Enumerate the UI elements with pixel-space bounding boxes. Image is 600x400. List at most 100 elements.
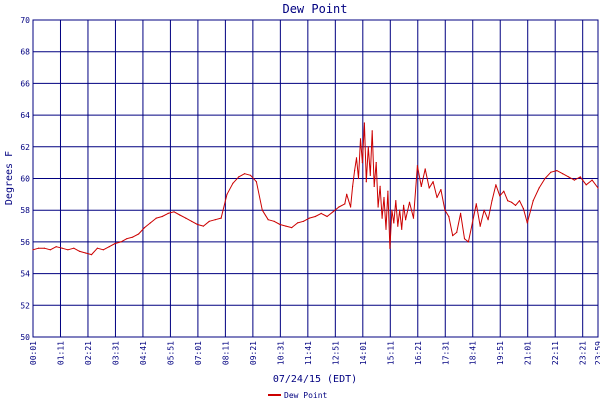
data-point [138,233,140,235]
x-tick-label: 07:01 [194,341,203,365]
data-point [440,189,442,191]
data-point [179,214,181,216]
data-point [479,225,481,227]
data-point [495,184,497,186]
data-point [297,222,299,224]
data-point [344,203,346,205]
data-point [371,130,373,132]
x-tick-label: 01:11 [56,341,65,365]
data-point [332,211,334,213]
data-point [403,204,405,206]
data-point [391,209,393,211]
data-point [383,196,385,199]
legend: Dew Point [268,391,328,400]
data-point [102,249,104,251]
data-point [273,220,275,222]
x-axis-label: 07/24/15 (EDT) [273,374,357,385]
data-point [126,238,128,240]
data-point [475,203,477,205]
x-tick-label: 16:21 [414,341,423,365]
data-point [143,227,146,229]
data-point [369,174,371,176]
data-point [214,219,216,221]
data-point [149,222,151,224]
data-point [196,223,199,226]
data-point [514,204,517,206]
data-point [526,222,528,224]
data-point [507,200,509,202]
x-tick-label: 19:51 [496,341,505,365]
plot-area [32,19,599,338]
data-point [375,162,377,164]
series-layer [32,122,599,256]
data-point [436,196,438,199]
y-tick-label: 70 [20,16,30,25]
data-point [261,209,263,211]
data-point [302,220,305,222]
data-point [467,241,469,243]
data-point [161,215,163,218]
data-point [279,223,281,226]
data-point [255,181,257,183]
y-tick-label: 50 [20,333,30,342]
data-point [573,179,576,181]
data-point [591,179,593,181]
data-point [483,209,485,211]
x-tick-label: 21:01 [524,341,533,365]
data-point [314,215,316,218]
data-point [389,247,391,249]
data-point [373,185,375,187]
legend-label: Dew Point [284,391,328,400]
x-tick-label: 05:51 [166,341,175,365]
data-point [238,176,240,178]
data-point [408,201,411,203]
data-point [518,200,521,202]
data-point [597,187,599,189]
data-point [285,225,287,227]
data-point [420,185,422,187]
data-point [405,219,407,221]
data-point [85,252,87,254]
data-point [167,212,169,214]
y-tick-label: 52 [20,301,30,310]
data-point [173,211,175,213]
data-point [503,190,505,192]
x-tick-label: 03:31 [111,341,120,365]
x-tick-label: 18:41 [469,341,478,365]
data-point [556,170,558,172]
x-axis: 00:01 01:11 02:21 03:31 04:41 05:51 07:01 08:11… [29,341,600,365]
chart-title: Dew Point [282,2,347,16]
data-point [43,247,46,249]
y-tick-label: 62 [20,143,30,152]
data-point [357,177,360,180]
x-tick-label: 10:31 [276,341,285,365]
data-point [428,187,430,189]
data-point [401,228,403,230]
data-point [49,249,51,251]
data-point [108,246,110,248]
x-tick-label: 04:41 [139,341,148,365]
data-point [226,193,228,195]
data-point [96,247,98,249]
data-point [155,217,157,219]
data-point [499,195,501,197]
y-axis-label: Degrees F [4,151,15,205]
data-point [359,138,362,140]
data-point [361,162,363,164]
y-tick-label: 60 [20,175,30,184]
x-tick-label: 14:01 [359,341,368,365]
data-point [350,206,352,208]
data-point [55,246,57,248]
data-point [460,212,462,214]
x-tick-label: 23:21 [579,341,588,365]
data-point [61,247,63,249]
data-point [363,122,365,124]
x-tick-label: 00:01 [29,341,38,365]
data-point [544,177,546,180]
data-point [308,217,310,219]
data-point [132,236,134,238]
y-axis: 50 52 54 56 58 60 62 64 66 68 70 [20,16,30,342]
data-point [367,146,369,148]
data-point [338,206,340,208]
